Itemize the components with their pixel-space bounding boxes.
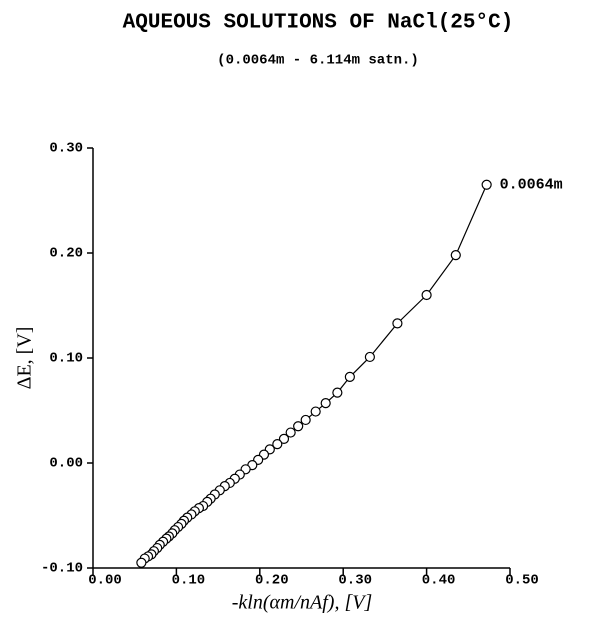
data-point xyxy=(278,433,290,444)
data-point xyxy=(300,414,311,426)
chart-title: AQUEOUS SOLUTIONS OF NaCl(25°C) xyxy=(123,12,514,35)
y-tick-label: 0.10 xyxy=(49,351,83,367)
data-point xyxy=(332,387,343,398)
y-tick-label: 0.20 xyxy=(49,246,83,262)
y-axis-label: ΔE, [V] xyxy=(14,327,36,390)
x-tick-label: 0.10 xyxy=(172,573,206,589)
data-point xyxy=(421,289,432,301)
x-tick-label: 0.00 xyxy=(88,573,122,589)
chart-subtitle: (0.0064m - 6.114m satn.) xyxy=(217,53,419,69)
data-point xyxy=(392,318,403,329)
data-point xyxy=(481,179,492,190)
x-tick-label: 0.40 xyxy=(422,573,456,589)
data-point xyxy=(310,406,321,417)
y-tick-label: -0.10 xyxy=(41,561,83,577)
data-point xyxy=(136,557,147,568)
point-annotation: 0.0064m xyxy=(500,177,563,194)
fit-line xyxy=(140,184,488,564)
data-point xyxy=(364,351,375,363)
x-tick-label: 0.50 xyxy=(505,573,539,589)
y-tick-label: 0.30 xyxy=(49,141,83,157)
data-point xyxy=(320,398,331,409)
data-point xyxy=(293,421,304,432)
x-axis-label: -kln(αm/nAf), [V] xyxy=(232,592,372,614)
y-tick-label: 0.00 xyxy=(49,456,83,472)
data-point xyxy=(272,439,283,450)
x-tick-label: 0.20 xyxy=(255,573,289,589)
x-tick-label: 0.30 xyxy=(338,573,372,589)
data-point xyxy=(344,371,355,382)
data-point xyxy=(450,250,461,261)
data-point xyxy=(285,427,296,438)
